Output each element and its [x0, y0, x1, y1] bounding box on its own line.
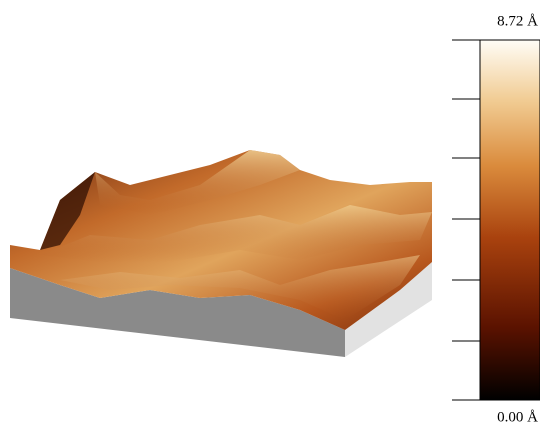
- colorbar-label: 8.72 Å: [497, 13, 538, 29]
- colorbar-gradient: [480, 40, 540, 400]
- page: 0.00 Å8.72 Å (() => { const data = JSON.…: [0, 0, 540, 422]
- colorbar: [452, 40, 540, 400]
- surface-plot: [10, 150, 432, 357]
- chart: 0.00 Å 8.72 Å: [0, 0, 540, 422]
- colorbar-label: 0.00 Å: [497, 409, 538, 422]
